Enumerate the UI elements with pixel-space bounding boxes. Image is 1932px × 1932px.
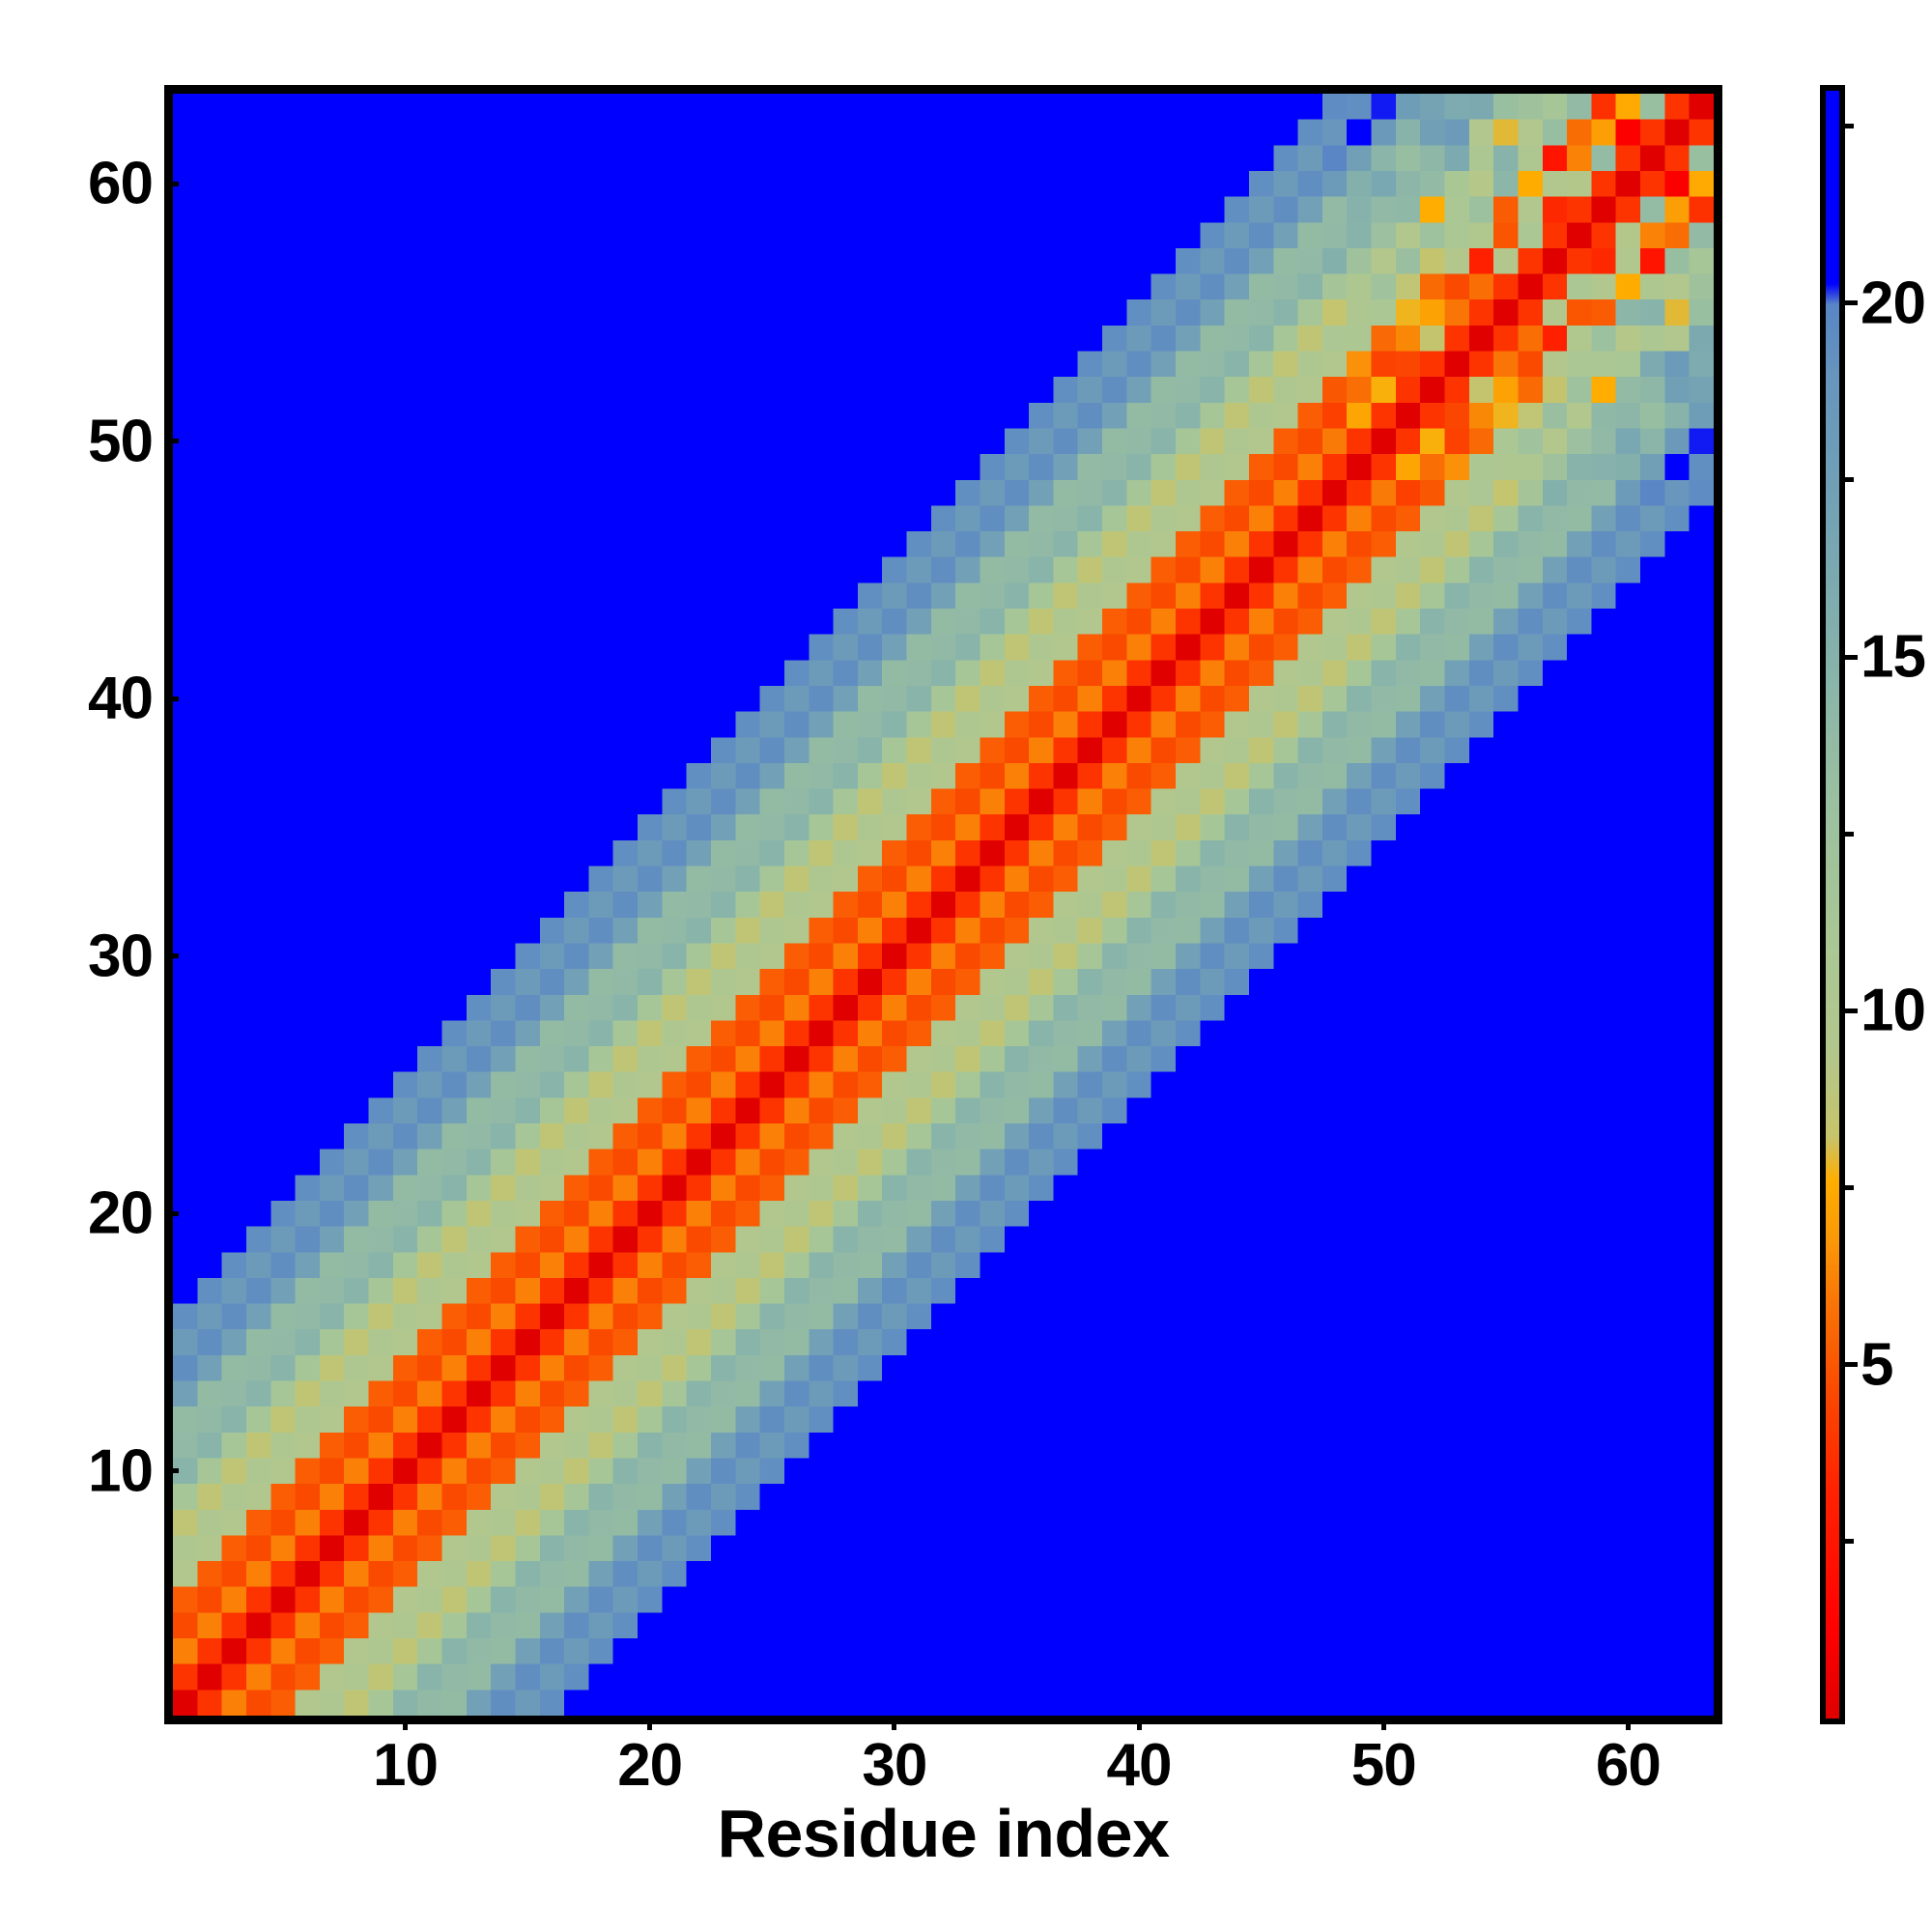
heatmap-plot-area [164, 85, 1722, 1724]
y-tick-20 [164, 1210, 179, 1216]
y-tick-label-40: 40 [88, 665, 154, 732]
colorbar-minor-tick-12.5 [1845, 831, 1854, 837]
y-tick-label-60: 60 [88, 150, 154, 217]
x-tick-50 [1380, 1716, 1386, 1730]
x-tick-10 [403, 1716, 409, 1730]
colorbar-gradient [1826, 91, 1839, 1719]
x-tick-label-40: 40 [1106, 1732, 1173, 1799]
y-tick-label-20: 20 [88, 1179, 154, 1247]
x-tick-label-30: 30 [862, 1732, 927, 1799]
colorbar-minor-tick-2.5 [1845, 1539, 1854, 1545]
colorbar-tick-5 [1845, 1362, 1858, 1368]
x-tick-label-50: 50 [1350, 1732, 1417, 1799]
y-tick-30 [164, 953, 179, 959]
colorbar-tick-label-20: 20 [1861, 270, 1926, 337]
y-tick-50 [164, 439, 179, 444]
colorbar-minor-tick-17.5 [1845, 477, 1854, 483]
colorbar-minor-tick-22.5 [1845, 124, 1854, 129]
heatmap-canvas [173, 94, 1714, 1716]
y-tick-60 [164, 181, 179, 186]
x-tick-label-60: 60 [1595, 1732, 1662, 1799]
y-tick-label-10: 10 [88, 1437, 154, 1505]
x-axis-title: Residue index [717, 1796, 1170, 1871]
colorbar-tick-label-15: 15 [1861, 623, 1926, 691]
y-tick-label-30: 30 [88, 923, 154, 990]
y-tick-10 [164, 1468, 179, 1474]
colorbar-tick-label-5: 5 [1861, 1331, 1893, 1399]
colorbar-tick-10 [1845, 1008, 1858, 1013]
colorbar-tick-label-10: 10 [1861, 977, 1926, 1044]
x-tick-label-10: 10 [373, 1732, 439, 1799]
colorbar-tick-20 [1845, 300, 1858, 306]
colorbar-minor-tick-7.5 [1845, 1185, 1854, 1191]
x-tick-30 [892, 1716, 897, 1730]
x-tick-40 [1136, 1716, 1142, 1730]
x-tick-label-20: 20 [617, 1732, 683, 1799]
y-tick-label-50: 50 [88, 408, 154, 475]
x-tick-20 [647, 1716, 653, 1730]
colorbar [1820, 85, 1845, 1724]
y-axis-title: Residue index [0, 0, 106, 191]
x-tick-60 [1625, 1716, 1631, 1730]
y-tick-40 [164, 696, 179, 701]
colorbar-tick-15 [1845, 654, 1858, 660]
